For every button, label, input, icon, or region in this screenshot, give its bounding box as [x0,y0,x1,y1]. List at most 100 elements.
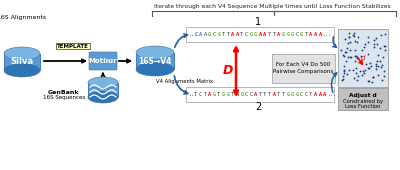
Text: T: T [305,32,308,37]
Text: T: T [226,32,230,37]
FancyBboxPatch shape [88,83,118,97]
Text: G: G [213,92,216,97]
Point [365,79,371,82]
Text: G: G [250,32,253,37]
Point [352,40,358,42]
Text: ...: ... [328,92,337,97]
Text: C: C [199,92,202,97]
Text: T: T [309,92,312,97]
Text: A: A [263,32,266,37]
FancyBboxPatch shape [186,27,334,42]
Text: 1: 1 [255,17,261,27]
Point [365,53,371,55]
Text: V4 Alignments Matrix: V4 Alignments Matrix [156,80,214,84]
Text: A: A [277,32,280,37]
Point [341,69,348,71]
Point [362,43,368,46]
FancyBboxPatch shape [338,88,388,110]
FancyBboxPatch shape [89,52,117,70]
Point [373,37,380,40]
Point [350,69,356,71]
Text: ...: ... [189,32,198,37]
Ellipse shape [4,47,40,60]
Text: Iterate through each V4 Sequence Multiple times until Loss Function Stabilizes: Iterate through each V4 Sequence Multipl… [154,4,390,9]
Point [379,64,385,66]
Text: G: G [291,32,294,37]
Point [366,61,373,64]
Point [365,66,371,69]
Point [354,79,360,81]
Text: D: D [223,64,233,76]
Point [347,40,353,43]
Point [347,55,354,58]
Text: A: A [204,32,207,37]
Text: G: G [222,92,225,97]
Text: T: T [268,32,271,37]
Text: 16S Alignments: 16S Alignments [0,15,46,21]
Point [372,62,379,65]
Point [360,70,366,72]
Ellipse shape [4,64,40,77]
Point [362,62,369,65]
Point [341,71,348,74]
Point [370,76,376,79]
Point [380,56,386,58]
Point [343,51,350,54]
Text: Adjust d: Adjust d [349,92,377,98]
Point [362,69,369,71]
Text: TEMPLATE: TEMPLATE [57,44,89,48]
Point [355,35,362,38]
Text: A: A [236,92,239,97]
Text: A: A [309,32,312,37]
Text: A: A [254,92,257,97]
Point [381,69,388,72]
Point [361,71,367,74]
Point [357,69,364,72]
FancyBboxPatch shape [338,29,388,87]
Text: T: T [240,32,244,37]
Point [350,31,357,34]
Text: T: T [194,92,198,97]
Point [382,49,388,52]
Point [340,78,346,81]
Point [371,43,377,45]
Point [346,36,352,39]
Text: Constrained by: Constrained by [343,98,383,104]
Text: C: C [300,92,303,97]
Point [339,75,346,77]
Text: G: G [254,32,257,37]
Text: A: A [199,32,202,37]
Text: G: G [291,92,294,97]
Point [358,55,364,58]
Text: 16S→V4: 16S→V4 [138,56,172,65]
Point [342,50,348,53]
Text: G: G [217,32,220,37]
Point [352,72,359,75]
Point [364,36,371,39]
Point [352,48,358,51]
Text: T: T [222,32,225,37]
Text: T: T [204,92,207,97]
Text: A: A [259,32,262,37]
Text: T: T [282,92,285,97]
Point [346,68,352,71]
Point [366,80,372,82]
Text: C: C [213,32,216,37]
Text: A: A [314,92,317,97]
Point [354,40,361,43]
Text: G: G [208,32,211,37]
Text: A: A [272,92,276,97]
Text: Pairwise Comparisons: Pairwise Comparisons [273,69,333,73]
Text: For Each V4 Do 500: For Each V4 Do 500 [276,62,330,66]
Point [339,79,345,82]
Point [352,60,358,63]
Point [365,40,372,43]
Point [358,49,365,52]
Text: G: G [240,92,244,97]
Point [351,34,357,37]
Text: A: A [314,32,317,37]
Text: C: C [250,92,253,97]
Ellipse shape [136,46,174,59]
Point [338,49,344,52]
Text: 16S Sequences: 16S Sequences [43,95,85,99]
